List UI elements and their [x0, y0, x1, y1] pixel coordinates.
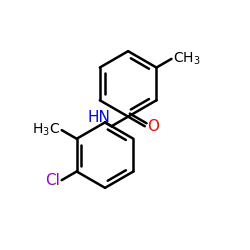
Text: HN: HN	[88, 110, 110, 125]
Text: Cl: Cl	[45, 173, 60, 188]
Text: CH$_3$: CH$_3$	[173, 51, 201, 67]
Text: H$_3$C: H$_3$C	[32, 122, 60, 138]
Text: O: O	[147, 119, 159, 134]
